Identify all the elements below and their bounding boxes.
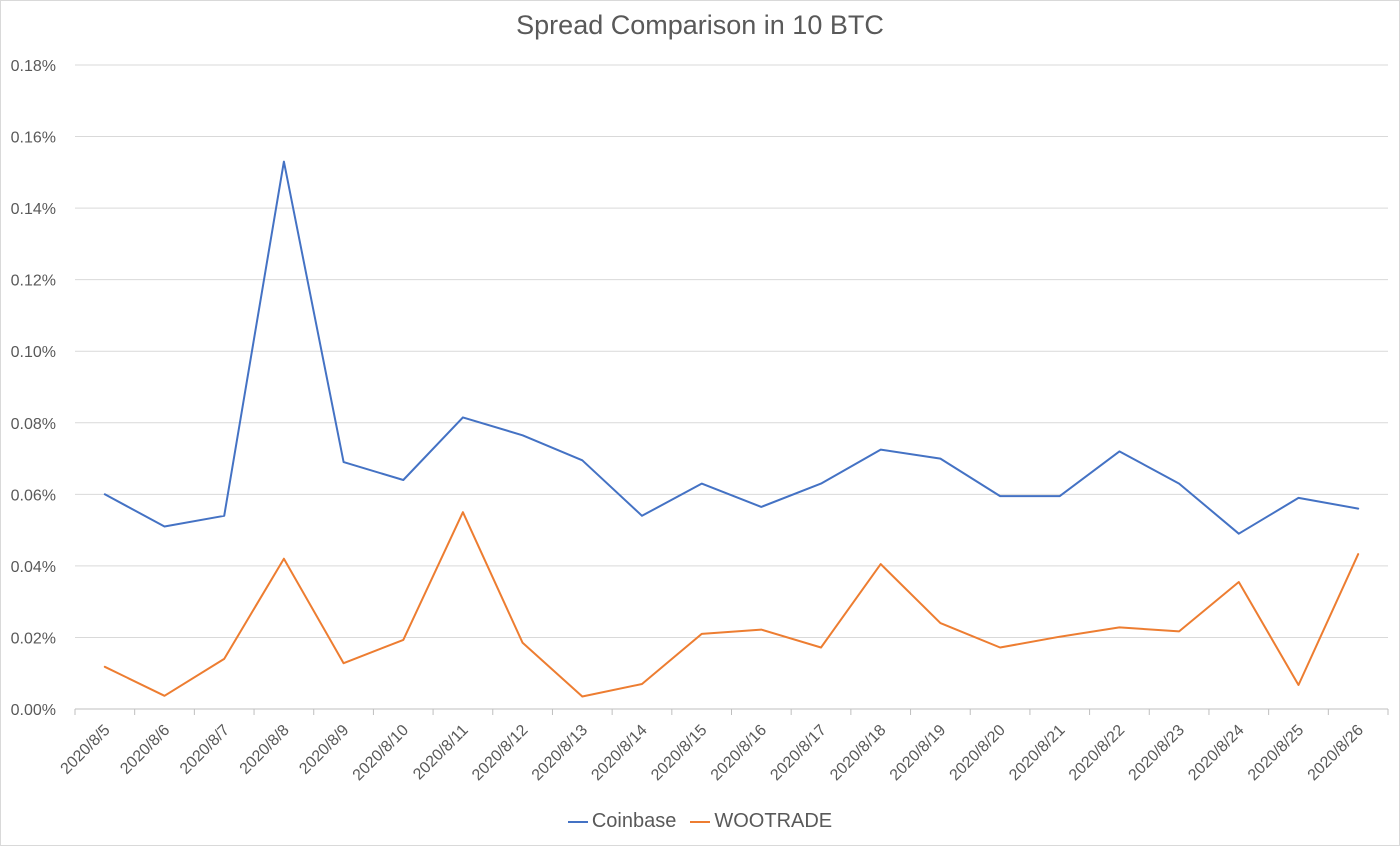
x-tick-label: 2020/8/10	[350, 722, 412, 784]
x-tick-label: 2020/8/16	[708, 722, 770, 784]
x-tick-label: 2020/8/9	[296, 722, 352, 778]
legend-label-coinbase: Coinbase	[591, 810, 677, 832]
y-tick-label: 0.02%	[11, 630, 56, 647]
x-tick-label: 2020/8/12	[469, 722, 531, 784]
x-axis-tick-labels: 2020/8/5 2020/8/6 2020/8/7 2020/8/8 2020/8/9…	[58, 722, 1367, 784]
legend-swatch-coinbase	[567, 820, 588, 823]
y-tick-label: 0.14%	[11, 201, 56, 218]
series-line-wootrade	[103, 511, 1360, 698]
x-tick-label: 2020/8/21	[1006, 722, 1068, 784]
y-tick-label: 0.16%	[11, 130, 56, 147]
legend-item-wootrade: WOOTRADE	[690, 810, 832, 833]
x-tick-label: 2020/8/11	[410, 722, 472, 784]
x-tick-label: 2020/8/25	[1245, 722, 1307, 784]
x-tick-label: 2020/8/20	[947, 722, 1009, 784]
x-tick-label: 2020/8/13	[529, 722, 591, 784]
y-axis-tick-labels: 0.00% 0.02% 0.04% 0.06% 0.08% 0.10% 0.12% 0.14%…	[11, 58, 56, 719]
x-tick-label: 2020/8/7	[177, 722, 233, 778]
y-tick-label: 0.10%	[11, 344, 56, 361]
legend-label-wootrade: WOOTRADE	[714, 810, 833, 832]
x-tick-label: 2020/8/18	[827, 722, 889, 784]
legend-swatch-wootrade	[690, 820, 711, 823]
y-tick-label: 0.18%	[11, 58, 56, 75]
y-tick-label: 0.06%	[11, 487, 56, 504]
series-line-coinbase	[103, 160, 1360, 535]
x-tick-label: 2020/8/6	[117, 722, 173, 778]
y-tick-label: 0.08%	[11, 416, 56, 433]
y-tick-label: 0.12%	[11, 273, 56, 290]
legend-item-coinbase: Coinbase	[567, 810, 677, 833]
grid-lines	[74, 64, 1389, 715]
legend: Coinbase WOOTRADE	[0, 810, 1400, 833]
x-tick-label: 2020/8/26	[1305, 722, 1367, 784]
x-tick-label: 2020/8/23	[1126, 722, 1188, 784]
x-tick-label: 2020/8/17	[767, 722, 829, 784]
y-tick-label: 0.00%	[11, 702, 56, 719]
chart-title: Spread Comparison in 10 BTC	[516, 10, 884, 40]
x-tick-label: 2020/8/24	[1185, 722, 1247, 784]
y-tick-label: 0.04%	[11, 559, 56, 576]
x-tick-label: 2020/8/14	[588, 722, 650, 784]
x-tick-label: 2020/8/5	[58, 722, 114, 778]
x-tick-label: 2020/8/19	[887, 722, 949, 784]
series-lines	[103, 160, 1360, 698]
x-tick-label: 2020/8/15	[648, 722, 710, 784]
x-tick-label: 2020/8/22	[1066, 722, 1128, 784]
x-tick-label: 2020/8/8	[237, 722, 293, 778]
